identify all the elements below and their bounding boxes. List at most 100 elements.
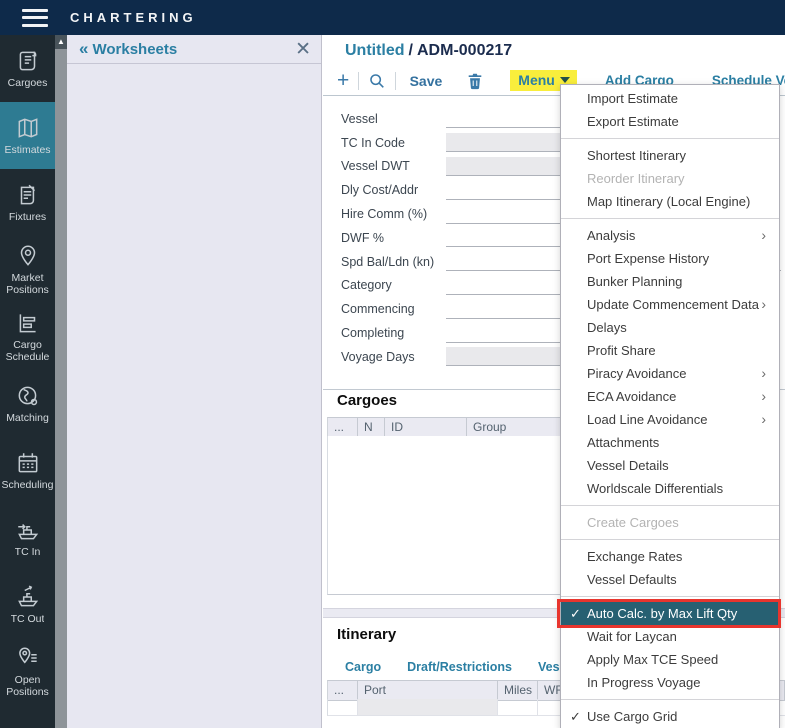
field-label: Category <box>341 278 392 293</box>
page-title: Untitled / ADM-000217 <box>345 42 512 60</box>
sidebar-item-tc-in[interactable]: TC In <box>0 504 55 571</box>
worksheets-title: Worksheets <box>92 40 178 58</box>
itinerary-tabs: Cargo Draft/Restrictions Vessel <box>345 660 577 674</box>
close-panel-icon[interactable]: ✕ <box>295 38 311 60</box>
menu-item-shortest-itinerary[interactable]: Shortest Itinerary <box>587 148 686 163</box>
menu-item-auto-calc-by-max-lift-qty[interactable]: ✓ Auto Calc. by Max Lift Qty <box>557 599 781 628</box>
itinerary-table-row[interactable] <box>327 699 785 716</box>
field-label: DWF % <box>341 230 385 245</box>
field-label: Completing <box>341 326 405 341</box>
menu-item-use-cargo-grid[interactable]: ✓ Use Cargo Grid <box>561 705 779 728</box>
port-cell[interactable] <box>358 699 498 715</box>
column-header[interactable]: Miles <box>498 681 538 700</box>
menu-separator <box>561 218 779 219</box>
sidebar-item-fixtures[interactable]: Fixtures <box>0 169 55 236</box>
menu-item-profit-share[interactable]: Profit Share <box>587 343 656 358</box>
menu-item-label: Use Cargo Grid <box>587 709 678 724</box>
tab-draft-restrictions[interactable]: Draft/Restrictions <box>407 660 513 674</box>
cargoes-section-title: Cargoes <box>337 392 398 409</box>
gantt-chart-icon <box>19 314 36 333</box>
menu-item-apply-max-tce-speed[interactable]: Apply Max TCE Speed <box>587 652 719 667</box>
location-pin-icon <box>20 245 35 266</box>
save-button[interactable]: Save <box>405 73 443 89</box>
toolbar-divider <box>358 71 359 90</box>
menu-item-wait-for-laycan[interactable]: Wait for Laycan <box>587 629 677 644</box>
sidebar-item-label: TC Out <box>10 613 45 625</box>
menu-item-label: Auto Calc. by Max Lift Qty <box>587 606 738 621</box>
menu-item-worldscale-differentials[interactable]: Worldscale Differentials <box>587 481 724 496</box>
sidebar-scrollbar[interactable]: ▲ <box>55 35 67 728</box>
menu-separator <box>561 596 779 597</box>
sidebar-item-label: Matching <box>6 412 49 424</box>
menu-item-export-estimate[interactable]: Export Estimate <box>587 114 679 129</box>
scroll-icon <box>19 51 36 71</box>
menu-item-exchange-rates[interactable]: Exchange Rates <box>587 549 683 564</box>
field-label: Dly Cost/Addr <box>341 183 419 198</box>
menu-separator <box>561 138 779 139</box>
sidebar-item-label: TC In <box>14 546 41 558</box>
sidebar-item-label: Estimates <box>4 144 51 156</box>
add-button[interactable]: + <box>337 68 350 92</box>
sidebar-item-scheduling[interactable]: Scheduling <box>0 437 55 504</box>
menu-item-create-cargoes: Create Cargoes <box>587 515 679 530</box>
tab-cargo[interactable]: Cargo <box>345 660 382 674</box>
pin-list-icon <box>18 647 37 664</box>
menu-item-piracy-avoidance[interactable]: Piracy Avoidance <box>561 362 779 385</box>
checkmark-icon: ✓ <box>570 606 581 621</box>
field-label: Vessel DWT <box>341 159 410 174</box>
menu-separator <box>561 699 779 700</box>
hamburger-menu-icon[interactable] <box>22 8 48 27</box>
sidebar-item-market-positions[interactable]: Market Positions <box>0 236 55 303</box>
collapse-panel-icon[interactable]: « <box>79 39 89 58</box>
map-icon <box>18 117 37 138</box>
menu-item-update-commencement-data[interactable]: Update Commencement Data <box>561 293 779 316</box>
menu-separator <box>561 505 779 506</box>
section-splitter[interactable] <box>323 608 785 618</box>
menu-item-vessel-details[interactable]: Vessel Details <box>587 458 669 473</box>
menu-item-analysis[interactable]: Analysis <box>561 224 779 247</box>
sidebar-item-tc-out[interactable]: TC Out <box>0 571 55 638</box>
scroll-up-icon[interactable]: ▲ <box>55 35 67 49</box>
sidebar-item-cargoes[interactable]: Cargoes <box>0 35 55 102</box>
row-handle-cell[interactable] <box>328 699 358 715</box>
menu-item-attachments[interactable]: Attachments <box>587 435 660 450</box>
menu-item-map-itinerary[interactable]: Map Itinerary (Local Engine) <box>587 194 751 209</box>
menu-item-load-line-avoidance[interactable]: Load Line Avoidance <box>561 408 779 431</box>
sidebar-item-open-positions[interactable]: Open Positions <box>0 638 55 705</box>
worksheets-header: « Worksheets ✕ <box>67 35 321 64</box>
column-header[interactable]: ... <box>328 418 358 437</box>
menu-item-in-progress-voyage[interactable]: In Progress Voyage <box>587 675 701 690</box>
sidebar-item-matching[interactable]: Matching <box>0 370 55 437</box>
column-header[interactable]: ID <box>385 418 467 437</box>
contract-pen-icon <box>20 184 35 205</box>
delete-icon[interactable] <box>466 72 484 90</box>
column-header[interactable]: N <box>358 418 385 437</box>
search-icon[interactable] <box>368 72 386 90</box>
miles-cell[interactable] <box>498 699 538 715</box>
sidebar-item-label: Open Positions <box>6 675 49 698</box>
sidebar-item-estimates[interactable]: Estimates <box>0 102 55 169</box>
menu-item-reorder-itinerary: Reorder Itinerary <box>587 171 685 186</box>
menu-item-eca-avoidance[interactable]: ECA Avoidance <box>561 385 779 408</box>
menu-item-import-estimate[interactable]: Import Estimate <box>587 91 679 106</box>
sidebar-item-label: Cargo Schedule <box>5 340 50 363</box>
menu-item-bunker-planning[interactable]: Bunker Planning <box>587 274 683 289</box>
top-bar: CHARTERING <box>0 0 785 35</box>
menu-separator <box>561 539 779 540</box>
menu-item-port-expense-history[interactable]: Port Expense History <box>587 251 710 266</box>
toolbar-divider <box>394 71 396 90</box>
section-divider <box>323 389 785 390</box>
sidebar-item-label: Fixtures <box>8 211 47 223</box>
menu-item-delays[interactable]: Delays <box>587 320 627 335</box>
menu-item-vessel-defaults[interactable]: Vessel Defaults <box>587 572 677 587</box>
menu-button[interactable]: Menu <box>510 70 577 91</box>
column-header[interactable]: ... <box>328 681 358 700</box>
chevron-down-icon <box>559 77 570 83</box>
sidebar-item-cargo-schedule[interactable]: Cargo Schedule <box>0 303 55 370</box>
field-label: Vessel <box>341 111 378 126</box>
column-header[interactable]: Port <box>358 681 498 700</box>
app-title: CHARTERING <box>70 10 197 25</box>
checkmark-icon: ✓ <box>570 709 581 724</box>
calendar-icon <box>18 453 37 473</box>
